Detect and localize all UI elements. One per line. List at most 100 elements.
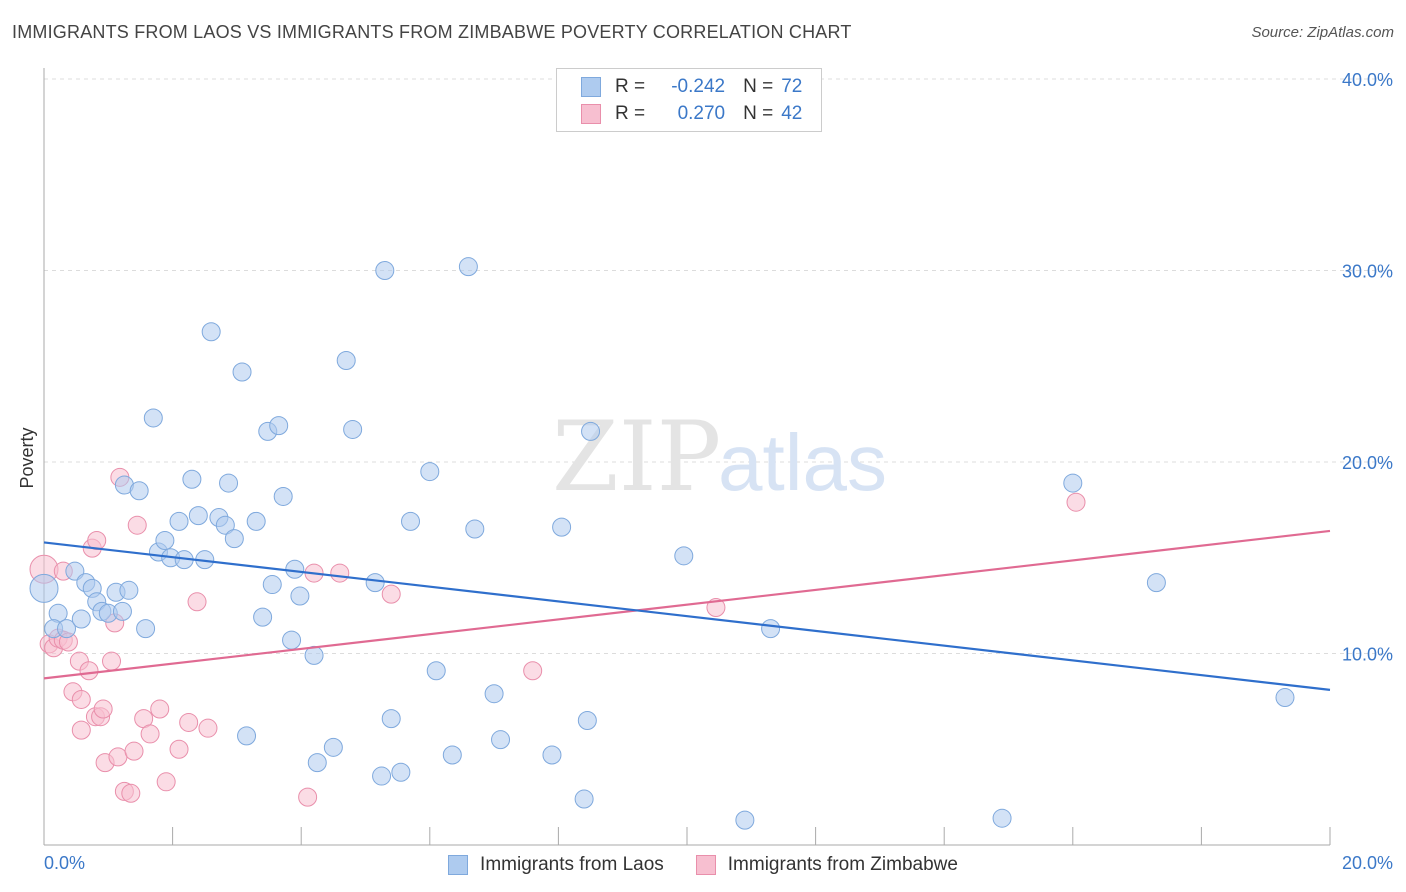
laos-point (343, 419, 363, 439)
laos-point (484, 684, 504, 704)
y-tick-label: 10.0% (1342, 645, 1393, 665)
laos-point (155, 531, 175, 551)
laos-point (992, 808, 1012, 828)
laos-point (323, 737, 343, 757)
zim-point (71, 689, 91, 709)
laos-n-label: N = (743, 76, 774, 97)
laos-point (1275, 688, 1295, 708)
legend-row-zim: R = 0.270 N = 42 (581, 102, 802, 126)
laos-point (420, 462, 440, 482)
laos-trend-line (43, 541, 1331, 691)
y-tick-label: 40.0% (1342, 70, 1393, 90)
zim-point (71, 720, 91, 740)
laos-point (246, 511, 266, 531)
laos-point (169, 511, 189, 531)
laos-point (491, 730, 511, 750)
x-tick-label-min: 0.0% (44, 853, 85, 873)
stats-legend: R = -0.242 N = 72 R = 0.270 N = 42 (556, 68, 822, 132)
legend-item-laos: Immigrants from Laos (448, 854, 664, 876)
laos-point (273, 486, 293, 506)
laos-point (552, 517, 572, 537)
zim-point (79, 661, 99, 681)
laos-point (391, 762, 411, 782)
zim-point (93, 699, 113, 719)
y-tick-label: 30.0% (1342, 262, 1393, 282)
laos-point (188, 506, 208, 526)
laos-point (136, 619, 156, 639)
laos-point (269, 416, 289, 436)
laos-point (375, 261, 395, 280)
laos-r-value: -0.242 (671, 76, 726, 97)
laos-point (215, 515, 235, 535)
zim-point (706, 598, 726, 618)
laos-point (307, 753, 327, 773)
axes (43, 68, 1331, 846)
laos-point (119, 580, 139, 600)
watermark-atlas: atlas (718, 418, 887, 507)
laos-point (574, 789, 594, 809)
laos-point (401, 511, 421, 531)
laos-swatch (581, 77, 601, 97)
laos-point (381, 709, 401, 729)
laos-point (674, 546, 694, 566)
zim-point (381, 584, 401, 604)
laos-point (290, 586, 310, 606)
laos-r-label: R = (615, 76, 646, 97)
laos-point (253, 607, 273, 627)
x-tick-label-max: 20.0% (1342, 853, 1393, 873)
zim-r-label: R = (615, 103, 646, 124)
laos-point (465, 519, 485, 539)
laos-point (201, 322, 221, 342)
zim-point (150, 699, 170, 719)
laos-point (237, 726, 257, 746)
laos-point (735, 810, 755, 830)
laos-point (442, 745, 462, 765)
zim-n-value: 42 (781, 103, 803, 124)
zim-point (156, 772, 176, 792)
zim-point (140, 724, 160, 744)
trend-lines (43, 529, 1331, 691)
zim-trend-line (43, 529, 1331, 680)
legend-item-zim: Immigrants from Zimbabwe (695, 854, 958, 876)
laos-point (224, 529, 244, 549)
series-legend: Immigrants from Laos Immigrants from Zim… (0, 852, 1406, 878)
y-axis-label: Poverty (17, 427, 37, 488)
laos-legend-swatch (448, 855, 469, 875)
zim-point (124, 741, 144, 761)
zim-point (169, 739, 189, 759)
laos-point (365, 573, 385, 593)
zim-point (1066, 492, 1086, 512)
laos-point (112, 601, 132, 621)
zim-point (121, 783, 141, 803)
laos-n-value: 72 (781, 76, 803, 97)
chart-title: IMMIGRANTS FROM LAOS VS IMMIGRANTS FROM … (12, 22, 852, 42)
laos-point (581, 421, 601, 441)
laos-point (285, 559, 305, 579)
zim-point (523, 661, 543, 681)
zim-n-label: N = (743, 103, 774, 124)
laos-point (458, 257, 478, 277)
laos-series (29, 257, 1295, 830)
zim-point (179, 712, 199, 732)
zim-point (298, 787, 318, 807)
laos-point (129, 481, 149, 501)
tick-labels: 10.0% 20.0% 30.0% 40.0% 0.0% 20.0% Poverty (17, 70, 1393, 873)
laos-point (761, 619, 781, 639)
watermark-zip: ZIP (552, 401, 721, 513)
laos-point (182, 469, 202, 489)
y-tick-label: 20.0% (1342, 453, 1393, 473)
zim-point (330, 563, 350, 583)
laos-point (542, 745, 562, 765)
laos-point (71, 609, 91, 629)
laos-legend-label: Immigrants from Laos (480, 854, 664, 875)
zim-point (108, 747, 128, 767)
laos-point (1146, 573, 1166, 593)
zim-point (102, 651, 122, 671)
laos-point (336, 351, 356, 371)
laos-point (1063, 473, 1083, 493)
laos-point (29, 573, 59, 603)
zim-point (198, 718, 218, 738)
zim-legend-swatch (695, 855, 716, 875)
